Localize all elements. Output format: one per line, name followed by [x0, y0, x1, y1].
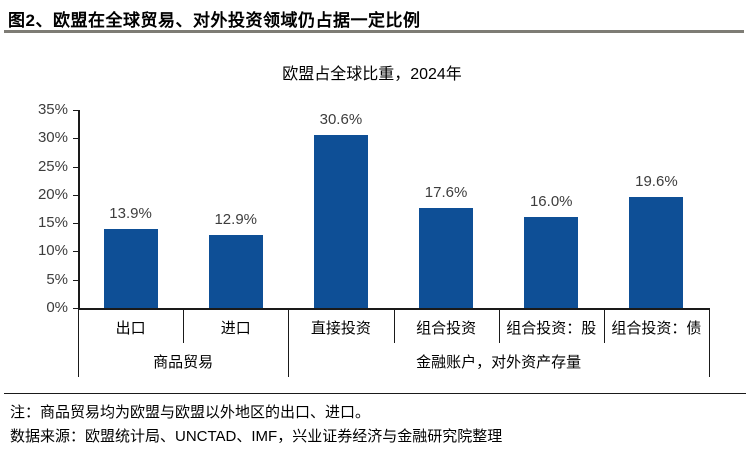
bar-value-label: 19.6% — [635, 173, 678, 191]
category-label: 组合投资 — [416, 320, 477, 337]
bar-value-label: 13.9% — [109, 205, 152, 223]
category-label: 直接投资 — [310, 320, 371, 337]
y-tick-label: 20% — [37, 185, 68, 203]
bar-value-label: 17.6% — [424, 184, 468, 202]
y-tick-mark — [73, 110, 78, 111]
chart-bar — [313, 134, 368, 308]
category-separator — [709, 308, 710, 343]
notes-divider — [4, 393, 746, 394]
bar-value-label: 30.6% — [319, 110, 363, 128]
y-tick-label: 30% — [37, 129, 68, 147]
category-separator — [603, 308, 605, 343]
chart-note: 注：商品贸易均为欧盟与欧盟以外地区的出口、进口。 — [10, 404, 371, 421]
bar-value-label: 16.0% — [529, 193, 573, 211]
category-separator — [288, 308, 290, 343]
group-label: 金融账户，对外资产存量 — [416, 354, 582, 371]
category-separator — [183, 308, 185, 343]
data-source-note: 数据来源：欧盟统计局、UNCTAD、IMF，兴业证券经济与金融研究院整理 — [10, 428, 503, 445]
y-tick-mark — [73, 223, 78, 225]
category-label: 出口 — [115, 320, 146, 337]
figure-title: 图2、欧盟在全球贸易、对外投资领域仍占据一定比例 — [8, 11, 421, 30]
category-label: 进口 — [220, 320, 251, 337]
y-tick-mark — [73, 251, 78, 253]
y-tick-label: 25% — [37, 157, 68, 175]
y-axis-line — [78, 110, 80, 308]
chart-bar — [524, 217, 579, 308]
y-tick-mark — [73, 194, 78, 196]
category-label: 组合投资：债 — [611, 320, 702, 337]
chart-bar — [208, 235, 263, 308]
group-label: 商品贸易 — [153, 354, 214, 371]
chart-bar — [419, 208, 474, 308]
y-tick-mark — [73, 166, 78, 168]
y-tick-label: 15% — [37, 214, 68, 232]
y-tick-label: 5% — [46, 270, 68, 288]
y-tick-label: 35% — [37, 101, 68, 118]
category-separator — [393, 308, 395, 343]
chart-title: 欧盟占全球比重，2024年 — [282, 66, 462, 83]
y-tick-mark — [73, 138, 78, 140]
bar-value-label: 12.9% — [214, 211, 258, 229]
category-label: 组合投资：股 — [506, 320, 597, 337]
title-divider — [4, 30, 744, 33]
group-separator — [709, 343, 710, 377]
y-tick-label: 10% — [37, 242, 68, 260]
category-separator — [498, 308, 500, 343]
chart-bar — [103, 229, 158, 308]
y-tick-mark — [73, 308, 78, 309]
group-separator — [288, 343, 290, 377]
chart-bar — [629, 197, 684, 308]
y-tick-mark — [73, 279, 78, 281]
y-tick-label: 0% — [46, 299, 68, 316]
category-separator — [78, 308, 79, 343]
group-separator — [78, 343, 79, 377]
